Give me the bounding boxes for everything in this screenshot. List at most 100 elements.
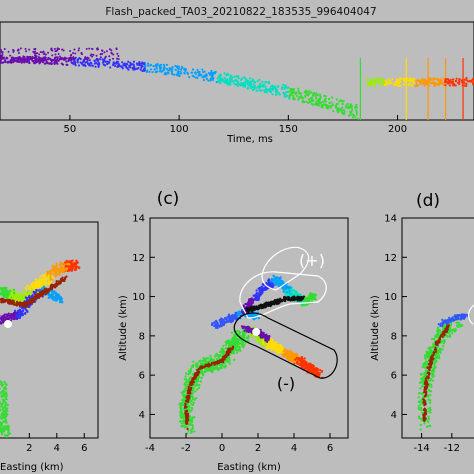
top-data-point [376, 76, 379, 80]
panel-c-data-point [299, 298, 303, 302]
panel-b-data-point [62, 269, 66, 272]
top-data-point [313, 93, 316, 96]
panel-b-data-point [36, 286, 39, 289]
top-data-point [252, 80, 255, 83]
top-data-point [398, 82, 401, 85]
panel-b-data-point [5, 383, 8, 386]
top-data-point [303, 90, 306, 94]
panel-c-data-point [203, 358, 206, 362]
panel-b-data-point [10, 313, 14, 316]
panel-b-data-point [20, 301, 24, 305]
top-data-point [350, 104, 353, 107]
top-data-point [239, 84, 242, 87]
panel-c-data-point [266, 302, 270, 305]
panel-b-data-point [42, 277, 46, 280]
top-data-point [404, 83, 407, 86]
panel-b-data-point [0, 391, 3, 394]
panel-b-data-point [22, 289, 25, 292]
panel-c-data-point [215, 357, 219, 361]
panel-b-data-point [5, 435, 9, 438]
top-data-point [225, 74, 228, 77]
top-data-point [110, 51, 113, 54]
top-data-point [191, 68, 195, 71]
panel-c-data-point [284, 297, 287, 300]
panel-b-data-point [17, 302, 21, 305]
top-data-point [102, 63, 105, 66]
panel-c-data-point [295, 292, 298, 295]
panel-b-data-point [1, 318, 4, 321]
top-data-point [327, 104, 330, 108]
top-data-point [101, 52, 104, 55]
top-data-point [278, 93, 281, 96]
top-data-point [374, 82, 377, 86]
top-data-point [248, 81, 251, 84]
top-data-point [351, 113, 355, 116]
top-data-point [450, 80, 454, 84]
top-data-point [124, 64, 127, 67]
panel-b-data-point [68, 269, 72, 272]
panel-b-data-point [6, 294, 9, 297]
top-data-point [252, 83, 255, 86]
top-data-point [256, 80, 259, 83]
top-data-point [141, 69, 144, 73]
panel-b-data-point [49, 275, 52, 278]
panel-b-data-point [42, 285, 46, 288]
panel-b-data-point [52, 265, 56, 268]
top-data-point [117, 62, 120, 65]
top-data-point [21, 60, 24, 63]
panel-c-data-point [230, 338, 234, 342]
panel-b-data-point [52, 283, 55, 287]
panel-c-data-point [250, 303, 253, 306]
top-data-point [262, 85, 265, 88]
panel-c-data-point [191, 391, 194, 395]
panel-c-data-point [260, 306, 263, 309]
top-data-point [156, 70, 159, 73]
panel-c-data-point [272, 274, 275, 277]
panel-c-data-point [226, 341, 230, 344]
top-data-point [114, 64, 117, 67]
top-data-point [420, 80, 423, 83]
top-data-point [139, 68, 142, 71]
panel-c-data-point [235, 351, 239, 354]
top-data-point [398, 77, 402, 80]
panel-b-data-point [60, 269, 63, 272]
top-data-point [149, 68, 152, 71]
top-data-point [145, 70, 148, 73]
top-data-point [73, 48, 76, 51]
top-data-point [198, 74, 201, 77]
top-data-point [28, 56, 31, 59]
panel-c-data-point [233, 343, 236, 346]
top-data-point [264, 87, 268, 90]
top-data-point [58, 55, 61, 58]
panel-b-data-point [4, 415, 7, 418]
panel-b-data-point [19, 298, 22, 301]
panel-b-data-point [39, 275, 42, 278]
top-data-point [116, 60, 119, 63]
panel-b-data-point [49, 271, 52, 274]
panel-b-data-point [7, 424, 10, 427]
panel-b-data-point [37, 294, 40, 297]
panel-b-data-point [12, 288, 16, 292]
top-data-point [233, 75, 236, 78]
panel-b-data-point [43, 291, 47, 294]
top-data-point [170, 72, 174, 76]
top-data-point [211, 74, 214, 77]
top-data-point [176, 73, 179, 76]
top-data-point [144, 65, 147, 68]
top-data-point [367, 84, 370, 87]
top-data-point [300, 96, 303, 99]
top-data-point [77, 49, 80, 52]
top-data-point [18, 56, 21, 59]
top-data-point [210, 69, 213, 73]
panel-c-data-point [225, 318, 229, 322]
top-data-point [460, 81, 464, 84]
top-data-point [310, 99, 314, 103]
top-data-point [99, 53, 102, 56]
top-data-point [447, 82, 450, 85]
top-data-point [250, 86, 253, 90]
panel-b-data-point [25, 288, 28, 291]
panel-c-data-point [224, 366, 227, 369]
top-data-point [406, 79, 409, 82]
panel-c-data-point [200, 370, 203, 374]
top-data-point [379, 77, 382, 80]
